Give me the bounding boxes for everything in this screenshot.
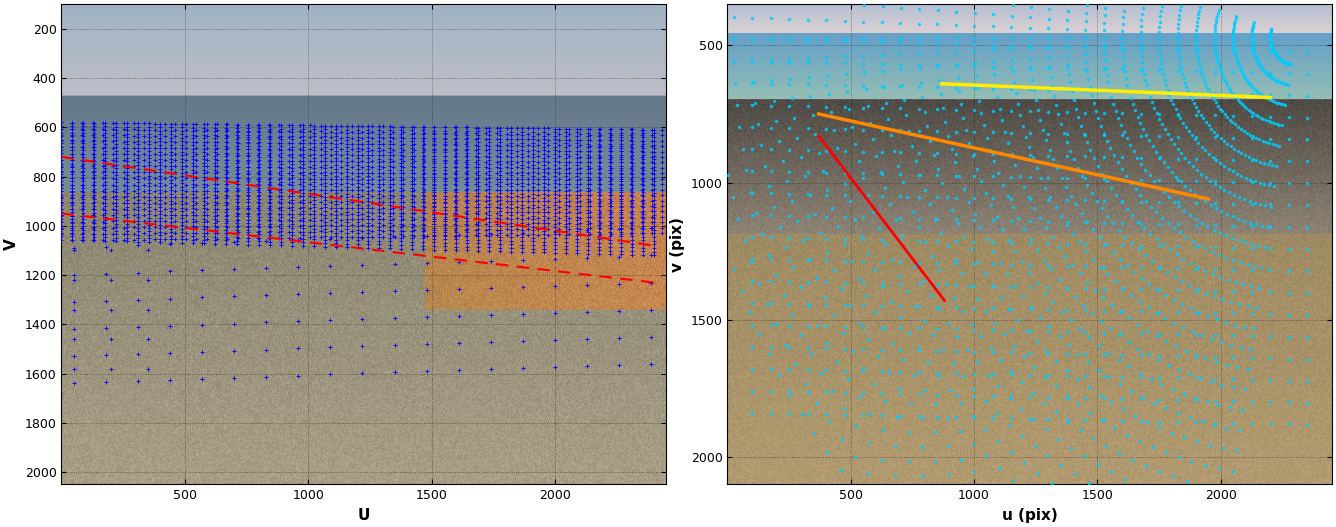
Y-axis label: V: V <box>4 238 19 250</box>
Y-axis label: v (pix): v (pix) <box>671 217 685 272</box>
X-axis label: u (pix): u (pix) <box>1002 508 1058 523</box>
X-axis label: U: U <box>358 508 370 523</box>
